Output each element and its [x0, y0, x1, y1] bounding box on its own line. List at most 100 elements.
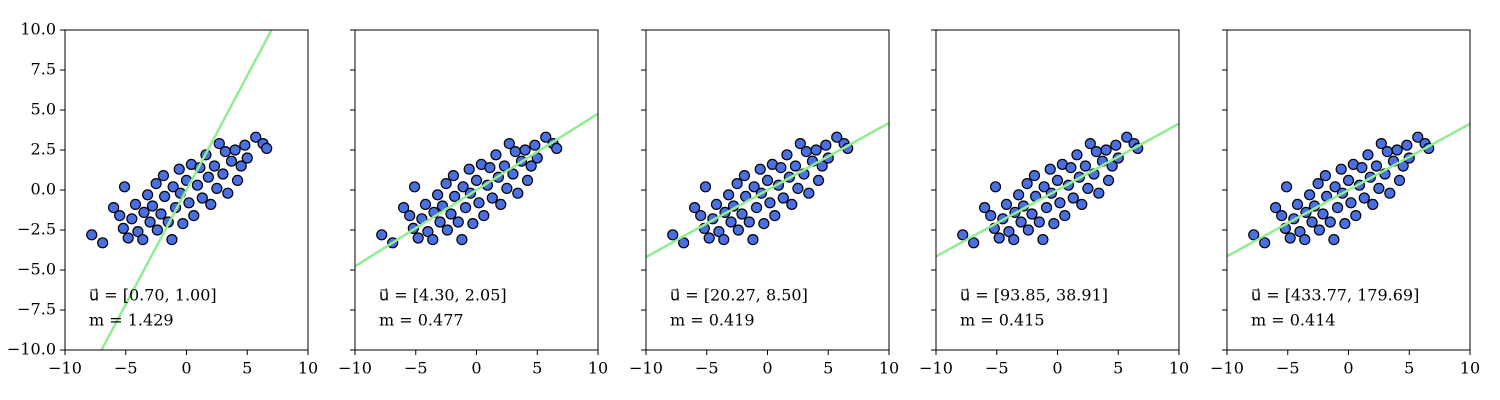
point: [723, 189, 735, 201]
point: [447, 170, 460, 182]
point: [144, 216, 156, 228]
point: [710, 198, 723, 210]
point: [789, 160, 802, 172]
point: [1015, 216, 1027, 228]
subplot: −10 −5 0 5 10 −10.0 −7.5 −5.0 −2.5 0.0 2.5 5.0 7.5 10…: [7, 20, 318, 378]
x-tick-label: 0: [181, 359, 191, 378]
point: [1329, 181, 1341, 193]
point: [758, 218, 770, 230]
point: [183, 197, 195, 209]
point: [231, 174, 244, 186]
annotation: u⃗ = [93.85, 38.91]: [960, 286, 1108, 305]
point: [1362, 149, 1374, 161]
point: [1294, 226, 1306, 238]
point: [501, 182, 513, 194]
point: [775, 162, 787, 174]
point: [445, 208, 457, 220]
fit-line: [936, 122, 1179, 258]
point: [427, 234, 439, 246]
point: [376, 229, 388, 241]
point: [978, 202, 991, 214]
x-tick-label: −5: [114, 359, 138, 378]
point: [703, 232, 715, 244]
point: [1345, 197, 1357, 209]
point: [225, 155, 238, 167]
point: [1090, 146, 1102, 158]
point: [1335, 163, 1347, 175]
point: [1358, 192, 1370, 204]
point: [1079, 160, 1092, 172]
point: [1121, 131, 1133, 143]
point: [1280, 181, 1293, 193]
x-tick-label: −5: [695, 359, 719, 378]
point: [432, 189, 444, 201]
x-tick-label: 10: [1169, 359, 1189, 378]
x-tick-label: 5: [1404, 359, 1414, 378]
point: [138, 206, 150, 218]
point: [1084, 138, 1096, 150]
point: [177, 218, 189, 230]
point: [748, 181, 760, 193]
point: [1003, 226, 1015, 238]
point: [261, 142, 273, 154]
point: [1013, 189, 1025, 201]
point: [519, 144, 531, 156]
x-tick-label: 10: [298, 359, 318, 378]
x-tick-label: 0: [1052, 359, 1062, 378]
point: [1312, 178, 1324, 190]
point: [486, 192, 498, 204]
point: [1356, 162, 1368, 174]
point: [989, 181, 1002, 193]
y-tick-label: −10.0: [7, 340, 56, 359]
point: [985, 210, 997, 222]
x-tick-label: −5: [404, 359, 428, 378]
point: [490, 149, 502, 161]
point: [551, 142, 563, 154]
point: [1299, 234, 1311, 246]
point: [738, 170, 751, 182]
point: [188, 210, 200, 222]
y-tick-label: −2.5: [17, 220, 56, 239]
point: [1082, 182, 1094, 194]
point: [241, 152, 253, 164]
point: [792, 182, 804, 194]
point: [695, 210, 707, 222]
point: [463, 163, 475, 175]
point: [1342, 174, 1355, 186]
point: [1021, 178, 1033, 190]
y-tick-label: −5.0: [17, 260, 56, 279]
annotation: m = 0.414: [1251, 311, 1336, 330]
point: [484, 162, 496, 174]
point: [211, 182, 223, 194]
x-tick-label: 10: [588, 359, 608, 378]
point: [132, 226, 144, 238]
point: [1037, 234, 1049, 246]
subplot: −10 −5 0 5 10 u⃗ = [93.85, 38.91] m = 0.415: [919, 29, 1189, 378]
point: [470, 174, 483, 186]
fit-line: [100, 30, 273, 350]
subplot: −10 −5 0 5 10 u⃗ = [20.27, 8.50] m = 0.419: [629, 29, 899, 378]
point: [434, 216, 446, 228]
x-tick-label: −10: [338, 359, 372, 378]
point: [166, 234, 178, 246]
point: [1328, 234, 1340, 246]
point: [667, 229, 679, 241]
point: [800, 146, 812, 158]
point: [1313, 224, 1325, 236]
point: [219, 146, 231, 158]
point: [1370, 160, 1383, 172]
point: [1076, 198, 1088, 210]
point: [1375, 138, 1387, 150]
x-tick-label: 5: [1113, 359, 1123, 378]
points: [1248, 131, 1435, 249]
point: [1102, 174, 1115, 186]
point: [512, 187, 524, 199]
point: [1051, 174, 1064, 186]
point: [812, 174, 825, 186]
point: [1000, 198, 1013, 210]
point: [831, 131, 843, 143]
point: [781, 149, 793, 161]
point: [1044, 163, 1056, 175]
point: [1373, 182, 1385, 194]
point: [1022, 224, 1034, 236]
